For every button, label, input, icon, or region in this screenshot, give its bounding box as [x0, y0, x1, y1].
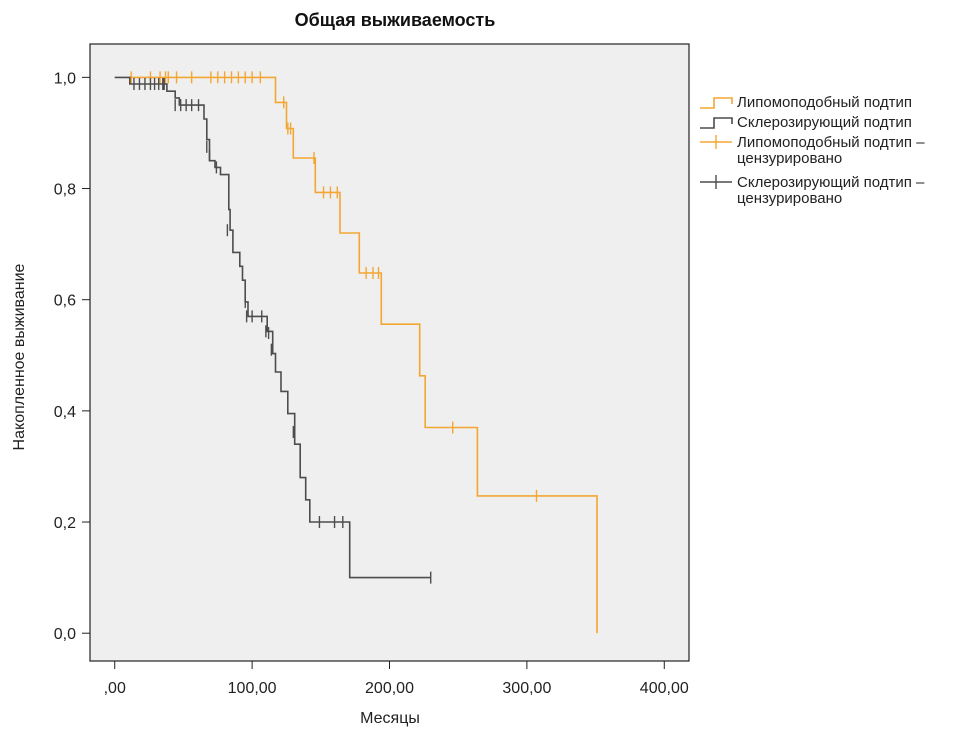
x-tick-label: 200,00 [365, 680, 414, 697]
y-tick-label: 0,4 [54, 404, 76, 421]
x-tick-label: ,00 [104, 680, 126, 697]
legend-line-symbol [700, 117, 733, 129]
y-tick-label: 1,0 [54, 70, 76, 87]
chart-title: Общая выживаемость [295, 10, 496, 30]
x-tick-label: 300,00 [502, 680, 551, 697]
y-tick-label: 0,2 [54, 515, 76, 532]
legend-line-symbol [700, 97, 733, 109]
survival-curve-2 [114, 76, 431, 579]
y-axis-label: Накопленное выживание [11, 263, 28, 450]
legend-entry: Липомоподобный подтип [737, 94, 912, 111]
x-axis-label: Месяцы [360, 710, 420, 727]
legend-censored-symbol [700, 175, 732, 189]
legend-entry: Склерозирующий подтип [737, 114, 912, 131]
y-tick-label: 0,0 [54, 626, 76, 643]
y-tick-label: 0,8 [54, 182, 76, 199]
legend: Липомоподобный подтип Склерозирующий подт… [700, 94, 925, 207]
legend-censored-symbol [700, 135, 732, 149]
y-tick-label: 0,6 [54, 293, 76, 310]
legend-entry: Липомоподобный подтип – цензурировано [737, 134, 925, 167]
x-tick-label: 100,00 [228, 680, 277, 697]
y-axis: 0,0 0,2 0,4 0,6 0,8 1,0 [54, 70, 90, 643]
survival-curve-1 [128, 76, 598, 634]
x-axis: ,00 100,00 200,00 300,00 400,00 [104, 661, 689, 697]
x-tick-label: 400,00 [640, 680, 689, 697]
plot-area [89, 43, 690, 662]
legend-entry: Склерозирующий подтип – цензурировано [737, 174, 925, 207]
series-layer [114, 71, 598, 634]
